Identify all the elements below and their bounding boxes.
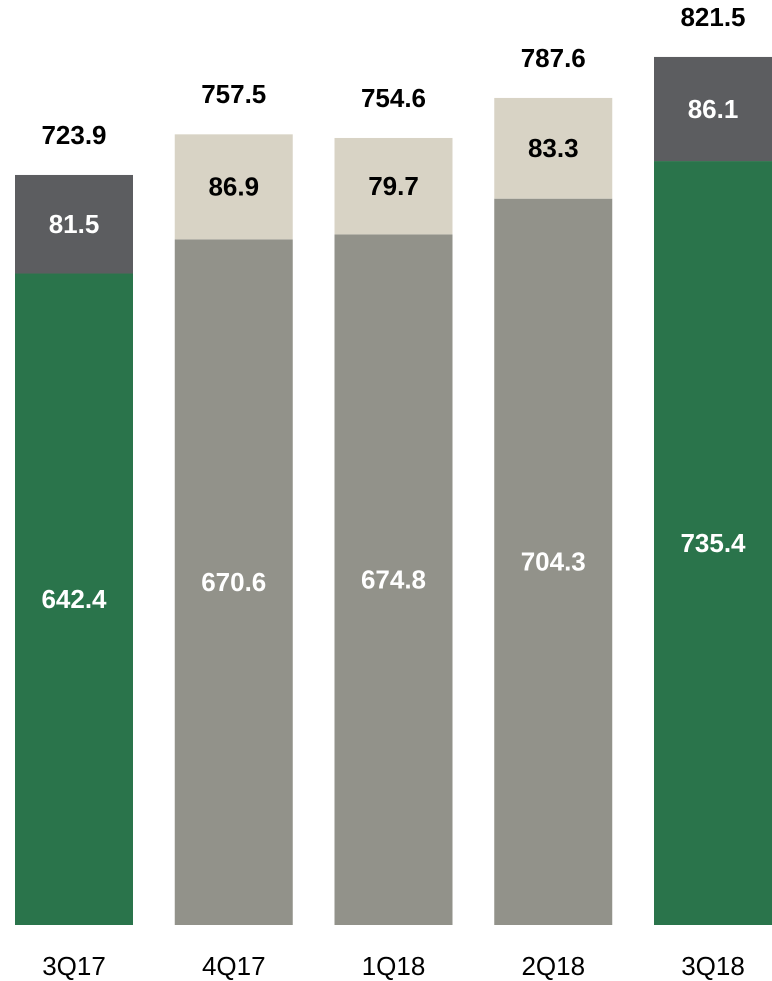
bar-segment	[654, 56, 772, 162]
segment-label: 704.3	[521, 547, 586, 577]
segment-label: 81.5	[49, 209, 100, 239]
segment-label: 83.3	[528, 133, 579, 163]
total-label: 757.5	[201, 79, 266, 109]
segment-label: 670.6	[201, 567, 266, 597]
x-tick-label: 3Q18	[681, 951, 745, 981]
segment-label: 79.7	[368, 171, 419, 201]
bar-segment	[654, 161, 772, 925]
x-tick-label: 4Q17	[202, 951, 266, 981]
total-label: 723.9	[41, 120, 106, 150]
bar-segment	[334, 137, 453, 235]
x-tick-label: 1Q18	[362, 951, 426, 981]
bar-segment	[494, 97, 613, 199]
total-label: 787.6	[521, 43, 586, 73]
x-tick-label: 2Q18	[521, 951, 585, 981]
x-tick-label: 3Q17	[42, 951, 106, 981]
segment-label: 735.4	[680, 528, 746, 558]
segment-label: 642.4	[41, 584, 107, 614]
bar-segment	[174, 239, 293, 926]
total-label: 821.5	[680, 2, 745, 32]
segment-label: 86.9	[208, 172, 259, 202]
segment-label: 86.1	[688, 94, 739, 124]
bar-segment	[174, 134, 293, 240]
segment-label: 674.8	[361, 565, 426, 595]
total-label: 754.6	[361, 83, 426, 113]
bar-segment	[494, 198, 613, 925]
bar-segment	[15, 174, 133, 274]
bar-segment	[15, 273, 133, 926]
bar-segment	[334, 234, 453, 926]
